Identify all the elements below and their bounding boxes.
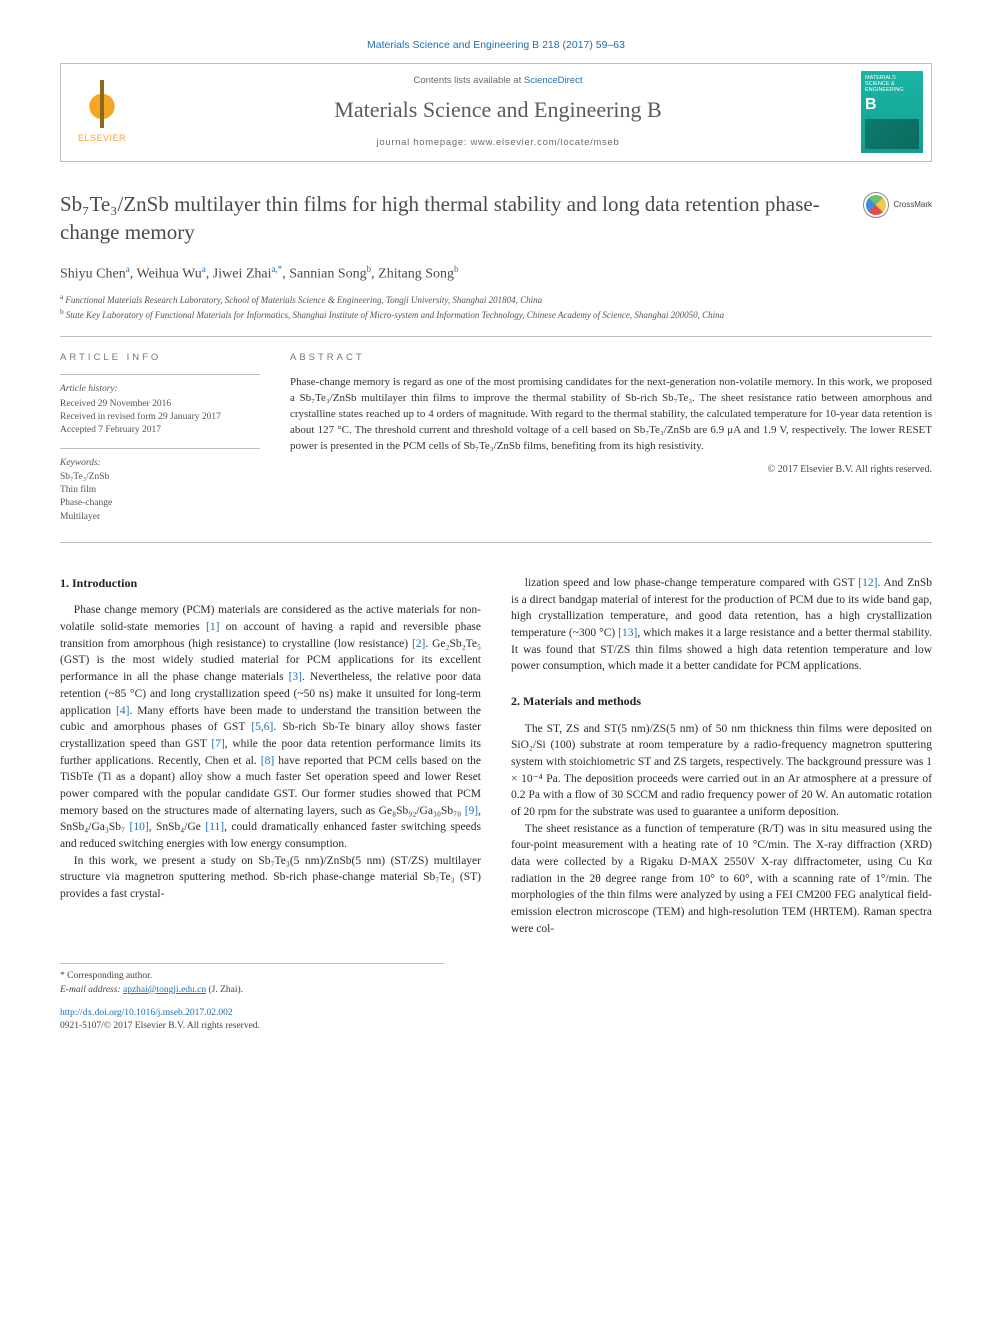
affiliations: aFunctional Materials Research Laborator… bbox=[60, 292, 932, 322]
s1-p1: Phase change memory (PCM) materials are … bbox=[60, 602, 481, 852]
article-title: Sb₇Te₃/ZnSb multilayer thin films for hi… bbox=[60, 190, 863, 247]
running-citation: Materials Science and Engineering B 218 … bbox=[60, 38, 932, 53]
info-abstract-row: ARTICLE INFO Article history: Received 2… bbox=[60, 336, 932, 543]
homepage-prefix: journal homepage: bbox=[377, 137, 471, 148]
article-info-heading: ARTICLE INFO bbox=[60, 351, 260, 364]
contents-prefix: Contents lists available at bbox=[414, 75, 524, 86]
cover-letter: B bbox=[865, 96, 919, 114]
article-history: Received 29 November 2016Received in rev… bbox=[60, 398, 260, 438]
journal-cover-block: MATERIALS SCIENCE & ENGINEERING B bbox=[853, 64, 931, 161]
cover-image-placeholder bbox=[865, 119, 919, 149]
article-info-column: ARTICLE INFO Article history: Received 2… bbox=[60, 351, 260, 524]
author-list: Shiyu Chena, Weihua Wua, Jiwei Zhaia,*, … bbox=[60, 263, 932, 284]
publisher-name: ELSEVIER bbox=[78, 132, 126, 145]
section-1-heading: 1. Introduction bbox=[60, 575, 481, 592]
doi-value: 10.1016/j.mseb.2017.02.002 bbox=[124, 1008, 232, 1018]
crossmark-label: CrossMark bbox=[893, 199, 932, 210]
publisher-logo-block: ELSEVIER bbox=[61, 64, 143, 161]
cover-title: MATERIALS SCIENCE & ENGINEERING bbox=[865, 75, 904, 93]
doi-prefix: http://dx.doi.org/ bbox=[60, 1008, 124, 1018]
corresponding-email[interactable]: apzhai@tongji.edu.cn bbox=[123, 985, 206, 995]
crossmark-icon bbox=[863, 192, 889, 218]
elsevier-tree-icon bbox=[78, 80, 126, 128]
homepage-url[interactable]: www.elsevier.com/locate/mseb bbox=[470, 137, 619, 148]
journal-homepage-line: journal homepage: www.elsevier.com/locat… bbox=[151, 136, 845, 149]
email-who: (J. Zhai). bbox=[206, 985, 243, 995]
article-history-label: Article history: bbox=[60, 383, 260, 396]
s2-p1: The ST, ZS and ST(5 nm)/ZS(5 nm) of 50 n… bbox=[511, 721, 932, 821]
doi-link[interactable]: http://dx.doi.org/10.1016/j.mseb.2017.02… bbox=[60, 1008, 233, 1018]
abstract-heading: ABSTRACT bbox=[290, 351, 932, 365]
journal-cover-thumb: MATERIALS SCIENCE & ENGINEERING B bbox=[861, 71, 923, 153]
footer-block: * Corresponding author. E-mail address: … bbox=[60, 963, 444, 1033]
journal-header-center: Contents lists available at ScienceDirec… bbox=[143, 64, 853, 161]
abstract-copyright: © 2017 Elsevier B.V. All rights reserved… bbox=[290, 463, 932, 478]
keywords-list: Sb₇Te₃/ZnSbThin filmPhase-changeMultilay… bbox=[60, 471, 260, 524]
s1-p3: lization speed and low phase-change temp… bbox=[511, 575, 932, 675]
s1-p2: In this work, we present a study on Sb₇T… bbox=[60, 853, 481, 903]
issn-copyright: 0921-5107/© 2017 Elsevier B.V. All right… bbox=[60, 1020, 444, 1033]
body-text: 1. Introduction Phase change memory (PCM… bbox=[60, 575, 932, 937]
contents-available-line: Contents lists available at ScienceDirec… bbox=[151, 74, 845, 87]
sciencedirect-link[interactable]: ScienceDirect bbox=[524, 75, 583, 86]
section-2-heading: 2. Materials and methods bbox=[511, 693, 932, 710]
email-label: E-mail address: bbox=[60, 985, 123, 995]
journal-name: Materials Science and Engineering B bbox=[151, 95, 845, 126]
abstract-text: Phase-change memory is regard as one of … bbox=[290, 375, 932, 455]
email-line: E-mail address: apzhai@tongji.edu.cn (J.… bbox=[60, 984, 444, 997]
journal-header: ELSEVIER Contents lists available at Sci… bbox=[60, 63, 932, 162]
crossmark-badge[interactable]: CrossMark bbox=[863, 192, 932, 218]
s2-p2: The sheet resistance as a function of te… bbox=[511, 821, 932, 938]
abstract-column: ABSTRACT Phase-change memory is regard a… bbox=[290, 351, 932, 524]
keywords-label: Keywords: bbox=[60, 457, 260, 470]
corresponding-author: * Corresponding author. bbox=[60, 970, 444, 983]
